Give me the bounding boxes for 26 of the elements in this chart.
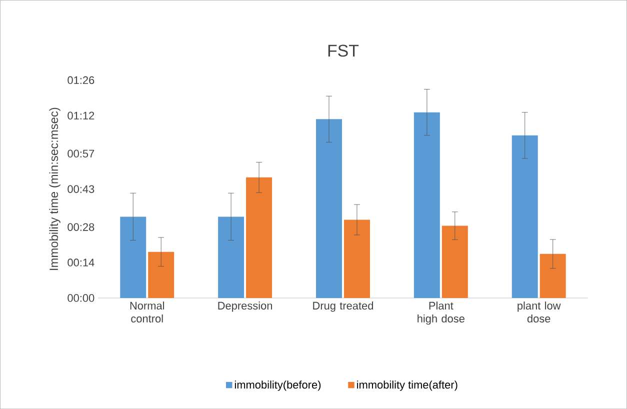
y-tick-label: 01:26: [68, 76, 94, 84]
y-axis-title: Immobility time (min:sec:msec): [49, 108, 60, 270]
x-tick-label: Depression: [218, 301, 272, 312]
bar: [316, 119, 342, 298]
bar: [120, 216, 146, 298]
x-tick-label: Plant high dose: [418, 301, 464, 325]
bar: [540, 254, 566, 298]
bar: [344, 220, 370, 298]
bar: [442, 226, 468, 298]
bar: [218, 216, 244, 298]
bar: [512, 135, 538, 298]
x-tick-label: Drug treated: [313, 301, 374, 312]
bar: [414, 112, 440, 298]
bar: [246, 177, 272, 298]
chart-title: FST: [328, 44, 359, 57]
x-tick-label: plant low dose: [518, 301, 561, 322]
legend-label: immobility time(after): [357, 380, 458, 391]
bar: [148, 252, 174, 298]
y-tick-label: 00:57: [68, 150, 94, 158]
y-tick-label: 00:28: [68, 223, 94, 231]
x-tick-label: Normal control: [130, 301, 164, 322]
legend-label: immobility(before): [234, 380, 321, 391]
y-tick-label: 00:00: [68, 294, 94, 302]
y-tick-label: 00:14: [68, 258, 94, 266]
y-tick-label: 01:12: [68, 112, 94, 120]
y-tick-label: 00:43: [68, 185, 94, 193]
